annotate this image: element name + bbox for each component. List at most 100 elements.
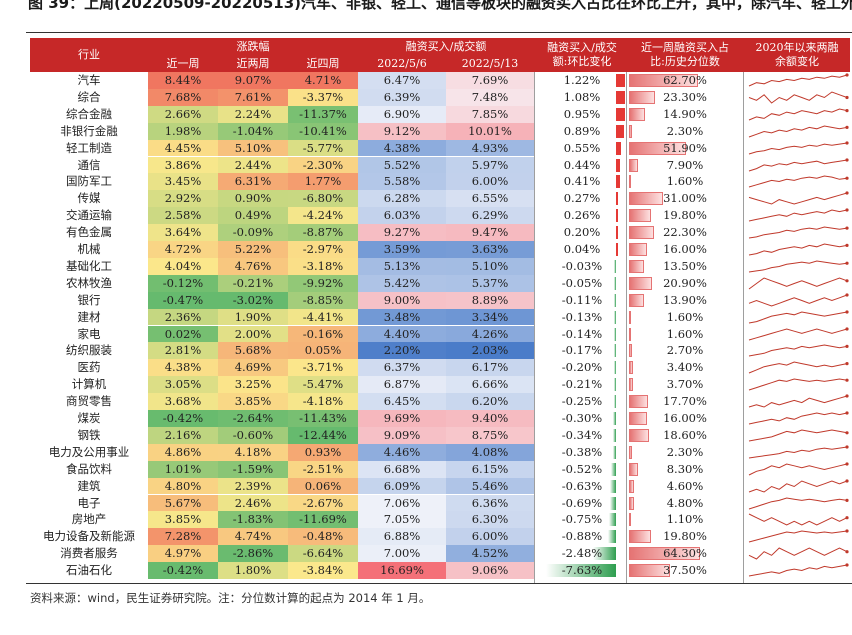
percentile-bar — [629, 479, 635, 493]
ratio-delta: -0.63% — [561, 478, 603, 493]
trend-sparkline — [748, 309, 849, 324]
header-week1: 近一周 — [166, 56, 200, 70]
ratio-date1: 2.20% — [358, 342, 446, 360]
percentile-value: 2.70% — [666, 343, 704, 358]
trend-line — [748, 463, 848, 476]
trend-endpoint — [845, 529, 849, 533]
source-note: 资料来源：wind，民生证券研究院。注：分位数计算的起点为 2014 年 1 月… — [30, 591, 431, 605]
header-industry: 行业 — [78, 48, 100, 61]
header-date2: 2022/5/13 — [461, 56, 519, 70]
ratio-date2: 6.29% — [446, 207, 534, 225]
ratio-date2: 7.69% — [446, 72, 534, 89]
delta-bar — [616, 192, 619, 206]
percentile-value: 7.90% — [666, 157, 704, 172]
percentile-value: 19.80% — [663, 529, 707, 544]
ratio-delta: -0.05% — [561, 275, 603, 290]
table-row: 房地产 3.85% -1.83% -11.69% 7.05% 6.30% -0.75% 1.1… — [30, 511, 850, 529]
trend-line — [748, 513, 848, 526]
delta-bar — [546, 564, 616, 578]
percentile-value: 3.70% — [666, 377, 704, 392]
ratio-delta: -0.88% — [561, 529, 603, 544]
change-week2: -0.09% — [218, 224, 288, 241]
percentile-bar — [629, 412, 647, 425]
change-week2: 9.07% — [218, 72, 288, 89]
trend-line — [748, 480, 848, 493]
change-week2: 0.49% — [218, 207, 288, 225]
trend-endpoint — [845, 95, 849, 99]
industry-name: 纺织服装 — [66, 343, 112, 358]
trend-line — [748, 496, 848, 509]
industry-name: 轻工制造 — [66, 140, 112, 155]
divider-trend — [743, 72, 744, 583]
trend-line — [748, 378, 848, 391]
change-week4: -8.87% — [288, 224, 358, 241]
ratio-date1: 5.52% — [358, 156, 446, 174]
ratio-delta: -0.20% — [561, 360, 603, 375]
percentile-value: 20.90% — [663, 275, 707, 290]
change-week1: 3.85% — [148, 511, 218, 529]
industry-name: 综合金融 — [66, 106, 112, 121]
percentile-bar — [629, 361, 633, 375]
percentile-bar — [629, 243, 647, 256]
delta-bar — [616, 90, 625, 104]
industry-name: 非银行金融 — [60, 123, 118, 138]
change-week4: -2.67% — [288, 494, 358, 512]
industry-name: 有色金属 — [66, 225, 112, 240]
ratio-delta: -0.17% — [561, 343, 603, 358]
change-week1: 7.68% — [148, 88, 218, 106]
change-week2: 1.90% — [218, 308, 288, 326]
percentile-bar — [629, 209, 651, 223]
industry-name: 汽车 — [77, 73, 101, 87]
change-week2: 3.25% — [218, 376, 288, 394]
delta-bar — [607, 530, 616, 544]
trend-endpoint — [845, 498, 849, 502]
ratio-date2: 4.08% — [446, 443, 534, 461]
trend-sparkline — [748, 429, 849, 442]
table-row: 综合金融 2.66% 2.24% -11.37% 6.90% 7.85% 0.95% 14.9… — [30, 105, 850, 123]
change-week2: 6.31% — [218, 173, 288, 191]
trend-line — [748, 361, 848, 374]
ratio-delta: -0.03% — [561, 258, 603, 273]
ratio-date1: 6.47% — [358, 72, 446, 89]
table-row: 有色金属 3.64% -0.09% -8.87% 9.27% 9.47% 0.20% 22.3… — [30, 224, 850, 241]
ratio-date1: 7.05% — [358, 511, 446, 529]
change-week4: -4.24% — [288, 207, 358, 225]
industry-name: 传媒 — [77, 191, 101, 206]
header-ratio-group: 融资买入/成交额 — [405, 39, 487, 53]
trend-sparkline — [748, 361, 849, 374]
industry-name: 商贸零售 — [66, 394, 112, 409]
change-week1: 2.58% — [148, 207, 218, 225]
change-week1: 2.36% — [148, 308, 218, 326]
ratio-date2: 5.10% — [446, 257, 534, 275]
trend-line — [748, 192, 848, 205]
change-week2: 1.80% — [218, 562, 288, 579]
trend-endpoint — [845, 243, 849, 247]
change-week2: 2.00% — [218, 325, 288, 343]
table-row: 轻工制造 4.45% 5.10% -5.77% 4.38% 4.93% 0.55% 51.90… — [30, 139, 850, 157]
trend-sparkline — [748, 208, 849, 222]
change-week4: -9.92% — [288, 274, 358, 292]
change-week1: 5.67% — [148, 494, 218, 512]
trend-sparkline — [748, 462, 849, 476]
ratio-date1: 9.00% — [358, 291, 446, 309]
ratio-date2: 5.97% — [446, 156, 534, 174]
trend-line — [748, 412, 848, 425]
percentile-bar — [629, 310, 631, 324]
ratio-date2: 4.93% — [446, 139, 534, 157]
trend-line — [748, 209, 848, 222]
bottom-rule — [26, 583, 852, 584]
ratio-delta: 1.08% — [563, 89, 601, 104]
trend-endpoint — [845, 208, 849, 212]
ratio-date2: 9.06% — [446, 562, 534, 579]
ratio-date2: 4.52% — [446, 545, 534, 563]
trend-endpoint — [845, 378, 849, 382]
change-week2: -3.02% — [218, 291, 288, 309]
ratio-date2: 6.15% — [446, 460, 534, 478]
ratio-date2: 9.47% — [446, 224, 534, 241]
trend-sparkline — [748, 125, 849, 138]
ratio-date1: 6.88% — [358, 528, 446, 546]
change-week1: 3.68% — [148, 393, 218, 410]
change-week1: 3.64% — [148, 224, 218, 241]
trend-line — [748, 142, 848, 155]
trend-sparkline — [748, 326, 849, 340]
